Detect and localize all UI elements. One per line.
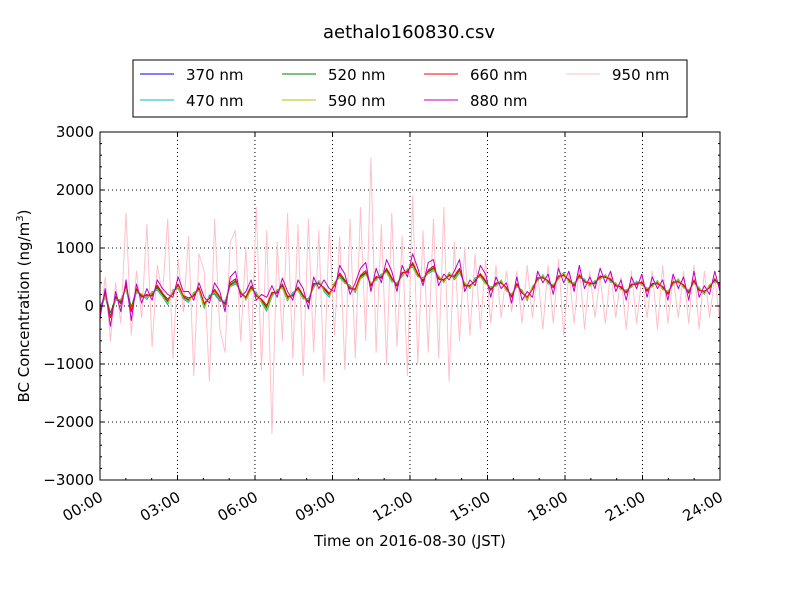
y-axis-label-sup: 3	[15, 215, 26, 221]
legend-label: 950 nm	[612, 66, 670, 84]
y-tick-label: −3000	[43, 471, 94, 489]
x-tick-label: 18:00	[525, 488, 571, 525]
y-axis-label: BC Concentration (ng/m3)	[15, 210, 33, 403]
legend-label: 880 nm	[470, 92, 528, 110]
x-tick-label: 15:00	[447, 488, 493, 525]
series-line-880-nm	[99, 253, 721, 327]
y-axis-label-main: BC Concentration (ng/m	[15, 222, 33, 403]
x-tick-label: 06:00	[215, 488, 261, 525]
x-tick-label: 12:00	[370, 488, 416, 525]
x-tick-label: 21:00	[602, 488, 648, 525]
series-line-950-nm	[99, 157, 721, 435]
legend-box	[132, 59, 688, 118]
x-tick-label: 24:00	[680, 488, 726, 525]
legend: 370 nm 470 nm 520 nm 590 nm 660 nm 880 nm 950 …	[132, 59, 688, 118]
y-tick-label: 0	[84, 297, 94, 315]
x-tick-label: 00:00	[60, 488, 106, 525]
x-axis-label: Time on 2016-08-30 (JST)	[313, 532, 506, 550]
legend-label: 660 nm	[470, 66, 528, 84]
y-tick-label: −1000	[43, 355, 94, 373]
x-tick-label: 09:00	[292, 488, 338, 525]
y-tick-label: 3000	[56, 123, 94, 141]
y-axis-label-suffix: )	[15, 210, 33, 216]
y-tick-label: −2000	[43, 413, 94, 431]
legend-label: 370 nm	[186, 66, 244, 84]
grid-lines	[100, 132, 720, 480]
legend-label: 520 nm	[328, 66, 386, 84]
chart-title: aethalo160830.csv	[323, 22, 495, 43]
x-tick-label: 03:00	[137, 488, 183, 525]
legend-label: 470 nm	[186, 92, 244, 110]
series-layer	[99, 157, 721, 435]
legend-label: 590 nm	[328, 92, 386, 110]
y-tick-label: 1000	[56, 239, 94, 257]
y-tick-label: 2000	[56, 181, 94, 199]
